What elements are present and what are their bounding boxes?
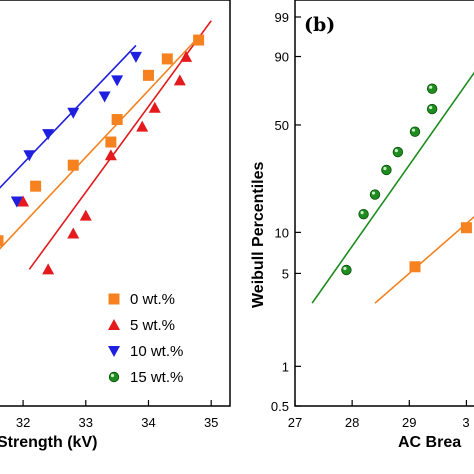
panel-a-data-points	[0, 34, 205, 275]
data-point-15-wt--6-body	[426, 103, 438, 115]
panel-b-data-points	[341, 83, 472, 276]
x-tick-label-27: 27	[288, 415, 302, 430]
fit-line-5-wt-	[28, 20, 212, 270]
legend-label-5-wt-: 5 wt.%	[130, 317, 175, 334]
panel-a-x-axis-title: Strength (kV)	[0, 434, 97, 451]
data-point-5-wt--0	[17, 195, 30, 207]
panel-a-x-axis: 32 33 34 35	[16, 400, 218, 430]
x-tick-label-3: 3	[462, 415, 469, 430]
fit-line-15-wt-	[311, 71, 474, 304]
y-tick-label-90: 90	[275, 50, 289, 65]
data-point-5-wt--8	[180, 50, 193, 62]
data-point-0-wt--2	[67, 159, 79, 171]
data-point-15-wt--7-highlight	[429, 85, 433, 89]
legend-marker-5-wt-	[108, 319, 120, 330]
legend-marker-10-wt-	[108, 346, 120, 357]
legend-label-10-wt-: 10 wt.%	[130, 343, 183, 360]
data-point-0-wt--1	[460, 222, 472, 234]
data-point-10-wt--2	[42, 129, 55, 141]
data-point-0-wt--7	[193, 34, 205, 46]
panel-b: (b) 99 90 50 10 5 1 0.5 27 28 29 3 Weibull Percen…	[250, 0, 474, 451]
data-point-15-wt--1-body	[358, 208, 369, 220]
panel-b-x-axis-title: AC Brea	[398, 434, 461, 451]
data-point-0-wt--1	[30, 180, 42, 192]
data-point-15-wt--4-highlight	[394, 148, 398, 153]
data-point-10-wt--1	[23, 150, 36, 162]
y-tick-label-1: 1	[282, 359, 289, 374]
y-tick-label-99: 99	[275, 10, 289, 25]
data-point-0-wt--3	[105, 136, 117, 148]
data-point-15-wt--4	[392, 146, 404, 158]
data-point-15-wt--4-body	[392, 146, 404, 158]
data-point-15-wt--0	[341, 264, 352, 276]
panel-b-plot-frame	[294, 0, 474, 407]
legend-label-0-wt-: 0 wt.%	[130, 291, 175, 308]
data-point-5-wt--2	[67, 227, 80, 239]
legend-marker-15-wt--highlight	[110, 373, 115, 378]
data-point-5-wt--3	[79, 209, 92, 221]
data-point-15-wt--2	[369, 189, 381, 200]
data-point-15-wt--1-highlight	[360, 211, 364, 215]
y-tick-label-5: 5	[282, 266, 289, 281]
legend-marker-15-wt-	[108, 371, 120, 383]
data-point-15-wt--5-body	[409, 126, 421, 137]
fit-line-0-wt-	[0, 36, 200, 250]
fit-line-10-wt-	[0, 44, 137, 189]
panel-a: 32 33 34 35 0 wt.% 5 wt.% 10 wt.% 15 wt.% Stre…	[0, 0, 231, 451]
data-point-10-wt--3	[67, 107, 80, 119]
data-point-10-wt--4	[98, 91, 111, 103]
y-tick-label-0.5: 0.5	[271, 399, 289, 414]
data-point-5-wt--5	[136, 120, 149, 132]
panel-b-x-axis: 27 28 29 3	[288, 400, 470, 430]
data-point-10-wt--0	[10, 196, 23, 208]
panel-b-fit-lines	[311, 71, 474, 304]
legend-marker-15-wt--body	[108, 371, 120, 383]
x-tick-label-32: 32	[16, 415, 30, 430]
data-point-15-wt--3	[381, 164, 392, 176]
data-point-10-wt--6	[129, 51, 142, 63]
data-point-5-wt--6	[148, 101, 161, 113]
panel-b-label: (b)	[304, 14, 335, 36]
data-point-15-wt--0-body	[341, 264, 352, 276]
data-point-0-wt--0	[0, 235, 4, 247]
x-tick-label-34: 34	[141, 415, 155, 430]
data-point-15-wt--1	[358, 208, 369, 220]
x-tick-label-35: 35	[204, 415, 218, 430]
legend-marker-0-wt-	[108, 293, 120, 305]
y-tick-label-50: 50	[275, 118, 289, 133]
panel-b-y-axis: 99 90 50 10 5 1 0.5	[271, 10, 301, 414]
data-point-5-wt--1	[42, 263, 55, 275]
data-point-5-wt--4	[104, 149, 117, 161]
data-point-15-wt--6	[426, 103, 438, 115]
panel-b-y-axis-title: Weibull Percentiles	[250, 161, 267, 308]
data-point-15-wt--7	[426, 83, 438, 94]
data-point-15-wt--3-body	[381, 164, 392, 176]
data-point-0-wt--5	[142, 69, 154, 81]
x-tick-label-28: 28	[345, 415, 359, 430]
panel-a-fit-lines	[0, 20, 212, 270]
data-point-15-wt--7-body	[426, 83, 438, 94]
fit-line-0-wt-	[374, 215, 474, 304]
data-point-15-wt--5-highlight	[411, 128, 416, 132]
data-point-0-wt--6	[161, 53, 173, 65]
data-point-15-wt--3-highlight	[383, 166, 387, 171]
data-point-15-wt--5	[409, 126, 421, 137]
x-tick-label-33: 33	[79, 415, 93, 430]
panel-a-plot-frame	[0, 0, 231, 407]
data-point-15-wt--2-highlight	[371, 191, 376, 195]
data-point-0-wt--0	[409, 261, 421, 273]
panel-a-legend: 0 wt.% 5 wt.% 10 wt.% 15 wt.%	[108, 291, 183, 386]
data-point-15-wt--0-highlight	[343, 266, 347, 271]
data-point-15-wt--6-highlight	[429, 105, 433, 110]
legend-label-15-wt-: 15 wt.%	[130, 369, 183, 386]
data-point-5-wt--7	[173, 74, 186, 86]
y-tick-label-10: 10	[275, 225, 289, 240]
data-point-15-wt--2-body	[369, 189, 381, 200]
data-point-0-wt--4	[111, 114, 123, 126]
x-tick-label-29: 29	[402, 415, 416, 430]
data-point-10-wt--5	[111, 75, 124, 87]
